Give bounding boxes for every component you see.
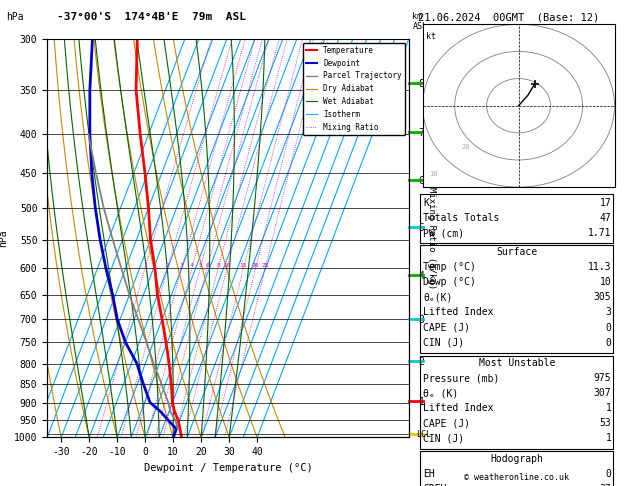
Text: 3: 3 — [606, 308, 611, 317]
Text: CIN (J): CIN (J) — [423, 434, 464, 443]
Text: Most Unstable: Most Unstable — [479, 358, 555, 368]
Text: kt: kt — [426, 33, 436, 41]
Text: SREH: SREH — [423, 484, 447, 486]
Text: 2: 2 — [166, 263, 170, 268]
Text: LCL: LCL — [416, 430, 431, 438]
Text: 305: 305 — [594, 293, 611, 302]
Text: 10: 10 — [429, 171, 438, 177]
Text: 1: 1 — [606, 434, 611, 443]
Text: θₑ(K): θₑ(K) — [423, 293, 453, 302]
Text: 0: 0 — [606, 469, 611, 479]
Text: 25: 25 — [262, 263, 269, 268]
Y-axis label: hPa: hPa — [0, 229, 8, 247]
Text: 11.3: 11.3 — [588, 262, 611, 272]
Text: 5: 5 — [198, 263, 202, 268]
Text: 4: 4 — [190, 263, 194, 268]
Text: 10: 10 — [223, 263, 231, 268]
X-axis label: Dewpoint / Temperature (°C): Dewpoint / Temperature (°C) — [143, 463, 313, 473]
Text: 17: 17 — [599, 198, 611, 208]
Text: 37: 37 — [599, 484, 611, 486]
Text: CAPE (J): CAPE (J) — [423, 323, 470, 332]
Text: Totals Totals: Totals Totals — [423, 213, 499, 223]
Text: Surface: Surface — [496, 247, 537, 257]
Text: 21.06.2024  00GMT  (Base: 12): 21.06.2024 00GMT (Base: 12) — [418, 12, 599, 22]
Text: K: K — [423, 198, 429, 208]
Text: θₑ (K): θₑ (K) — [423, 388, 459, 398]
Text: Temp (°C): Temp (°C) — [423, 262, 476, 272]
Text: CAPE (J): CAPE (J) — [423, 418, 470, 428]
Text: 1.71: 1.71 — [588, 228, 611, 238]
Text: 3: 3 — [180, 263, 184, 268]
Text: 8: 8 — [216, 263, 220, 268]
Text: Lifted Index: Lifted Index — [423, 403, 494, 413]
Text: 10: 10 — [599, 278, 611, 287]
Text: 47: 47 — [599, 213, 611, 223]
Legend: Temperature, Dewpoint, Parcel Trajectory, Dry Adiabat, Wet Adiabat, Isotherm, Mi: Temperature, Dewpoint, Parcel Trajectory… — [303, 43, 405, 135]
Text: km
ASL: km ASL — [413, 12, 428, 31]
Text: © weatheronline.co.uk: © weatheronline.co.uk — [464, 473, 569, 482]
Text: CIN (J): CIN (J) — [423, 338, 464, 347]
Text: 20: 20 — [252, 263, 259, 268]
Text: 0: 0 — [606, 323, 611, 332]
Text: 1: 1 — [143, 263, 147, 268]
Text: Lifted Index: Lifted Index — [423, 308, 494, 317]
Text: 307: 307 — [594, 388, 611, 398]
Text: 53: 53 — [599, 418, 611, 428]
Text: Hodograph: Hodograph — [490, 454, 543, 464]
Text: hPa: hPa — [6, 12, 24, 22]
Text: 975: 975 — [594, 373, 611, 383]
Text: 15: 15 — [240, 263, 247, 268]
Y-axis label: Mixing Ratio (g/kg): Mixing Ratio (g/kg) — [426, 187, 435, 289]
Text: -37°00'S  174°4B'E  79m  ASL: -37°00'S 174°4B'E 79m ASL — [57, 12, 245, 22]
Text: 6: 6 — [205, 263, 209, 268]
Text: 20: 20 — [461, 144, 470, 150]
Text: Dewp (°C): Dewp (°C) — [423, 278, 476, 287]
Text: 1: 1 — [606, 403, 611, 413]
Text: Pressure (mb): Pressure (mb) — [423, 373, 499, 383]
Text: EH: EH — [423, 469, 435, 479]
Text: 0: 0 — [606, 338, 611, 347]
Text: PW (cm): PW (cm) — [423, 228, 464, 238]
